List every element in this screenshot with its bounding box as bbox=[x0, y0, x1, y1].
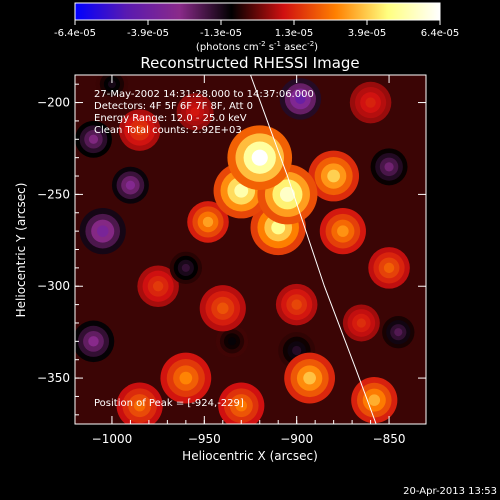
annotation-line: Detectors: 4F 5F 6F 7F 8F, Att 0 bbox=[94, 101, 253, 112]
emission-blob bbox=[152, 281, 164, 292]
emission-blob bbox=[235, 399, 248, 412]
colorbar-units-label: (photons cm-2 s-1 asec-2) bbox=[196, 40, 318, 53]
emission-map bbox=[75, 75, 426, 424]
x-tick-label: −900 bbox=[280, 432, 313, 446]
x-tick-label: −850 bbox=[373, 432, 406, 446]
emission-blob bbox=[279, 186, 295, 202]
emission-blob bbox=[125, 180, 136, 190]
x-tick-label: −1000 bbox=[92, 432, 133, 446]
emission-blob bbox=[227, 337, 237, 346]
solar-limb-line bbox=[250, 75, 377, 424]
y-tick-label: −250 bbox=[37, 187, 70, 201]
emission-blob bbox=[368, 394, 381, 406]
emission-blob bbox=[179, 371, 193, 385]
peak-position-label: Position of Peak = [-924,-229] bbox=[94, 398, 244, 409]
emission-blob bbox=[337, 225, 349, 237]
annotation-line: 27-May-2002 14:31:28.000 to 14:37:06.000 bbox=[94, 89, 314, 100]
emission-blob bbox=[107, 80, 116, 89]
x-axis-label: Heliocentric X (arcsec) bbox=[182, 449, 318, 463]
colorbar-ticks bbox=[74, 20, 441, 25]
chart-title: Reconstructed RHESSI Image bbox=[140, 54, 359, 72]
y-tick-label: −200 bbox=[37, 96, 70, 110]
x-tick-label: −950 bbox=[188, 432, 221, 446]
y-axis-ticks: −200 −250 −300 −350 bbox=[37, 83, 426, 416]
colorbar-tick-label: -6.4e-05 bbox=[54, 28, 96, 39]
emission-blob bbox=[202, 216, 214, 228]
colorbar-tick-label: 6.4e-05 bbox=[421, 28, 459, 39]
emission-blob bbox=[234, 183, 249, 198]
emission-blob bbox=[295, 93, 306, 105]
colorbar-tick-label: -1.3e-05 bbox=[200, 28, 242, 39]
y-tick-label: −300 bbox=[37, 279, 70, 293]
emission-blob bbox=[181, 263, 190, 272]
emission-blob bbox=[291, 299, 302, 310]
colorbar-tick-label: 1.3e-05 bbox=[275, 28, 313, 39]
emission-blob bbox=[190, 107, 200, 117]
emission-blob bbox=[383, 262, 395, 274]
annotation-line: Clean Total counts: 2.92E+03 bbox=[94, 125, 242, 136]
annotation-line: Energy Range: 12.0 - 25.0 keV bbox=[94, 113, 247, 124]
colorbar-tick-label: 3.9e-05 bbox=[348, 28, 386, 39]
emission-blob bbox=[303, 371, 316, 385]
emission-blob bbox=[365, 97, 376, 108]
emission-blob bbox=[356, 318, 366, 328]
emission-blob bbox=[88, 134, 99, 144]
y-axis-label: Heliocentric Y (arcsec) bbox=[14, 183, 28, 318]
emission-blob bbox=[271, 220, 286, 235]
emission-blob bbox=[88, 336, 99, 347]
emission-blob bbox=[292, 345, 302, 356]
info-annotations: 27-May-2002 14:31:28.000 to 14:37:06.000… bbox=[94, 89, 314, 136]
footer-timestamp: 20-Apr-2013 13:53 bbox=[403, 486, 497, 497]
image-area bbox=[75, 75, 426, 424]
emission-blob bbox=[96, 225, 109, 237]
colorbar-tick-labels: -6.4e-05 -3.9e-05 -1.3e-05 1.3e-05 3.9e-05 6.… bbox=[54, 28, 459, 39]
emission-blob bbox=[327, 169, 340, 183]
emission-blob bbox=[217, 302, 229, 315]
colorbar-tick-label: -3.9e-05 bbox=[127, 28, 169, 39]
emission-blob bbox=[134, 124, 145, 136]
emission-blob bbox=[251, 149, 268, 166]
emission-blob bbox=[133, 399, 146, 412]
emission-blob bbox=[384, 162, 394, 172]
x-axis-ticks: −1000 −950 −900 −850 bbox=[92, 75, 406, 446]
emission-blob bbox=[394, 328, 403, 337]
y-tick-label: −350 bbox=[37, 371, 70, 385]
colorbar bbox=[74, 2, 441, 21]
